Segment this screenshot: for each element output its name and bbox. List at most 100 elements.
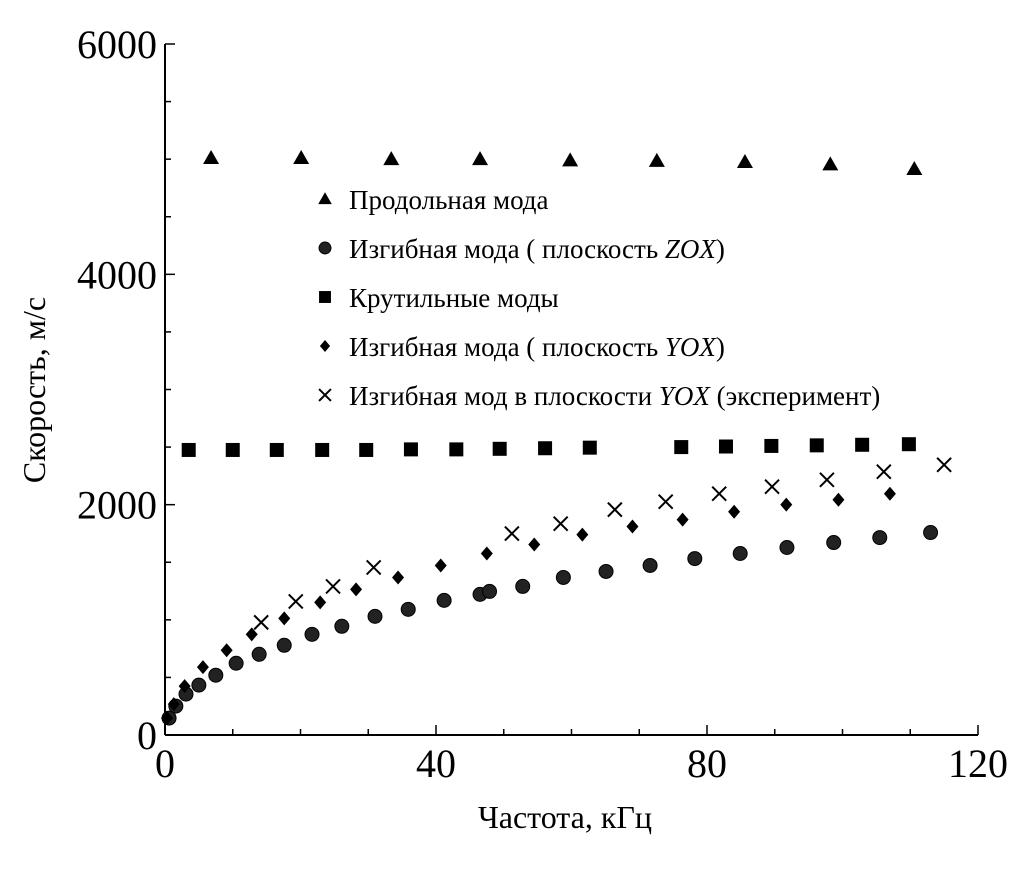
circle-marker: [304, 626, 320, 642]
diamond-marker: [319, 340, 331, 352]
diamond-marker: [278, 611, 291, 626]
cross-stroke: [504, 525, 520, 542]
legend-label: Изгибная мода ( плоскость ZOX): [349, 234, 725, 264]
series-triangle: [203, 150, 923, 175]
cross-stroke: [936, 457, 952, 473]
diamond-marker: [314, 595, 327, 610]
triangle-marker: [203, 150, 220, 165]
cross-marker: [253, 614, 269, 631]
square-marker: [492, 441, 507, 456]
legend-label: Изгибная мода ( плоскость YOX): [349, 332, 725, 362]
circle-marker: [872, 530, 888, 546]
cross-marker: [607, 501, 623, 518]
triangle-marker: [472, 151, 489, 166]
diamond-marker: [196, 660, 209, 675]
diamond-marker: [245, 627, 258, 642]
legend-label: Продольная мода: [349, 185, 549, 215]
legend-label-italic: ZOX: [665, 234, 718, 264]
legend-item: Продольная мода: [318, 185, 549, 215]
legend-item: Крутильные моды: [319, 283, 559, 313]
legend-item: Изгибная мода ( плоскость ZOX): [318, 234, 725, 264]
diamond-marker: [350, 582, 363, 597]
diamond-marker: [676, 512, 689, 527]
legend-label-suffix: ): [716, 234, 725, 264]
diamond-marker: [161, 711, 174, 726]
circle-marker: [555, 569, 571, 585]
legend-label: Изгибная мод в плоскости YOX (эксперимен…: [349, 381, 880, 411]
cross-marker: [657, 493, 674, 510]
series-diamond: [161, 486, 896, 726]
legend-label-text: Изгибная мод в плоскости: [349, 381, 659, 411]
cross-marker: [325, 578, 341, 595]
cross-marker: [711, 486, 727, 502]
legend-item: Изгибная мод в плоскости YOX (эксперимен…: [318, 381, 880, 411]
triangle-marker: [648, 152, 665, 167]
square-marker: [718, 439, 733, 454]
diamond-marker: [728, 504, 741, 519]
circle-marker: [208, 667, 224, 683]
square-marker: [855, 437, 870, 452]
cross-marker: [318, 388, 332, 402]
circle-marker: [367, 608, 383, 624]
circle-marker: [515, 578, 531, 594]
triangle-marker: [293, 150, 310, 165]
square-marker: [901, 437, 916, 452]
cross-stroke: [288, 593, 304, 610]
triangle-marker: [822, 156, 839, 171]
series-circle: [161, 525, 939, 726]
cross-stroke: [657, 493, 674, 510]
circle-marker: [826, 535, 842, 551]
square-marker: [582, 440, 597, 455]
series-cross: [253, 457, 952, 631]
circle-marker: [318, 241, 332, 255]
triangle-marker: [906, 160, 923, 175]
diamond-marker: [178, 679, 191, 694]
legend-label: Крутильные моды: [349, 283, 559, 313]
diamond-marker: [528, 537, 541, 552]
square-marker: [269, 442, 284, 457]
diamond-marker: [883, 486, 896, 501]
cross-marker: [764, 478, 780, 495]
x-tick-label: 80: [687, 741, 727, 786]
x-tick-label: 40: [416, 741, 456, 786]
legend-label-italic: YOX: [665, 332, 718, 362]
circle-marker: [228, 655, 244, 671]
cross-stroke: [764, 478, 780, 495]
diamond-marker: [832, 492, 845, 507]
cross-stroke: [552, 515, 569, 532]
circle-marker: [779, 540, 795, 556]
y-tick-label: 6000: [77, 22, 157, 67]
cross-stroke: [318, 388, 332, 402]
circle-marker: [598, 563, 614, 579]
cross-stroke: [253, 614, 269, 631]
diamond-marker: [780, 497, 793, 512]
square-marker: [674, 440, 689, 455]
legend-item: Изгибная мода ( плоскость YOX): [319, 332, 725, 362]
square-marker: [319, 291, 331, 303]
circle-marker: [191, 677, 207, 693]
square-marker: [359, 442, 374, 457]
square-marker: [449, 442, 464, 457]
circle-marker: [276, 637, 292, 653]
legend: Продольная мода Изгибная мода ( плоскость…: [318, 185, 880, 411]
data-points: [161, 150, 952, 726]
square-marker: [809, 438, 824, 453]
square-marker: [225, 442, 240, 457]
triangle-marker: [562, 152, 579, 167]
triangle-marker: [318, 192, 332, 205]
triangle-marker: [383, 151, 400, 166]
circle-marker: [436, 592, 452, 608]
legend-label-text: Крутильные моды: [349, 283, 559, 313]
legend-label-italic: YOX: [659, 381, 712, 411]
cross-stroke: [819, 472, 835, 488]
diamond-marker: [576, 527, 589, 542]
x-tick-label: 120: [948, 741, 1008, 786]
y-axis-label: Скорость, м/с: [16, 297, 52, 483]
cross-marker: [288, 593, 304, 610]
cross-stroke: [365, 559, 382, 576]
circle-marker: [642, 557, 658, 573]
circle-marker: [251, 646, 267, 662]
diamond-marker: [392, 570, 405, 585]
cross-stroke: [607, 501, 623, 518]
cross-marker: [936, 457, 952, 473]
